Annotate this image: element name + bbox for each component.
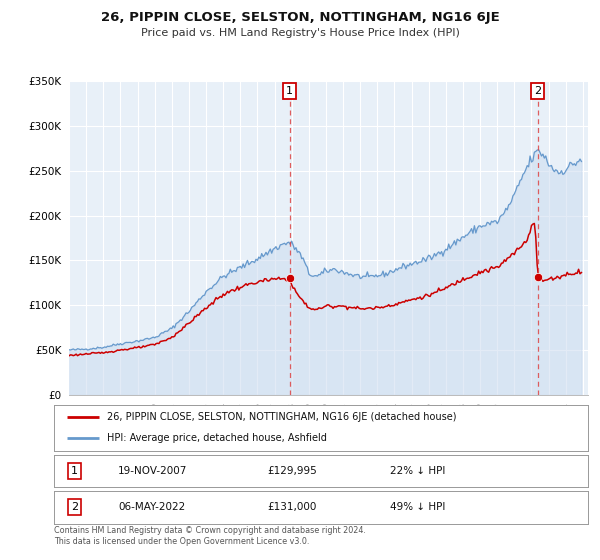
Text: 06-MAY-2022: 06-MAY-2022 — [118, 502, 185, 512]
Text: Price paid vs. HM Land Registry's House Price Index (HPI): Price paid vs. HM Land Registry's House … — [140, 28, 460, 38]
Text: 19-NOV-2007: 19-NOV-2007 — [118, 466, 187, 476]
Text: Contains HM Land Registry data © Crown copyright and database right 2024.
This d: Contains HM Land Registry data © Crown c… — [54, 526, 366, 546]
Text: 49% ↓ HPI: 49% ↓ HPI — [391, 502, 446, 512]
Text: £129,995: £129,995 — [268, 466, 317, 476]
Text: 22% ↓ HPI: 22% ↓ HPI — [391, 466, 446, 476]
Text: £131,000: £131,000 — [268, 502, 317, 512]
Text: 26, PIPPIN CLOSE, SELSTON, NOTTINGHAM, NG16 6JE: 26, PIPPIN CLOSE, SELSTON, NOTTINGHAM, N… — [101, 11, 499, 24]
Text: HPI: Average price, detached house, Ashfield: HPI: Average price, detached house, Ashf… — [107, 433, 327, 444]
Text: 1: 1 — [71, 466, 78, 476]
Text: 2: 2 — [71, 502, 78, 512]
Text: 2: 2 — [534, 86, 541, 96]
Text: 26, PIPPIN CLOSE, SELSTON, NOTTINGHAM, NG16 6JE (detached house): 26, PIPPIN CLOSE, SELSTON, NOTTINGHAM, N… — [107, 412, 457, 422]
Text: 1: 1 — [286, 86, 293, 96]
